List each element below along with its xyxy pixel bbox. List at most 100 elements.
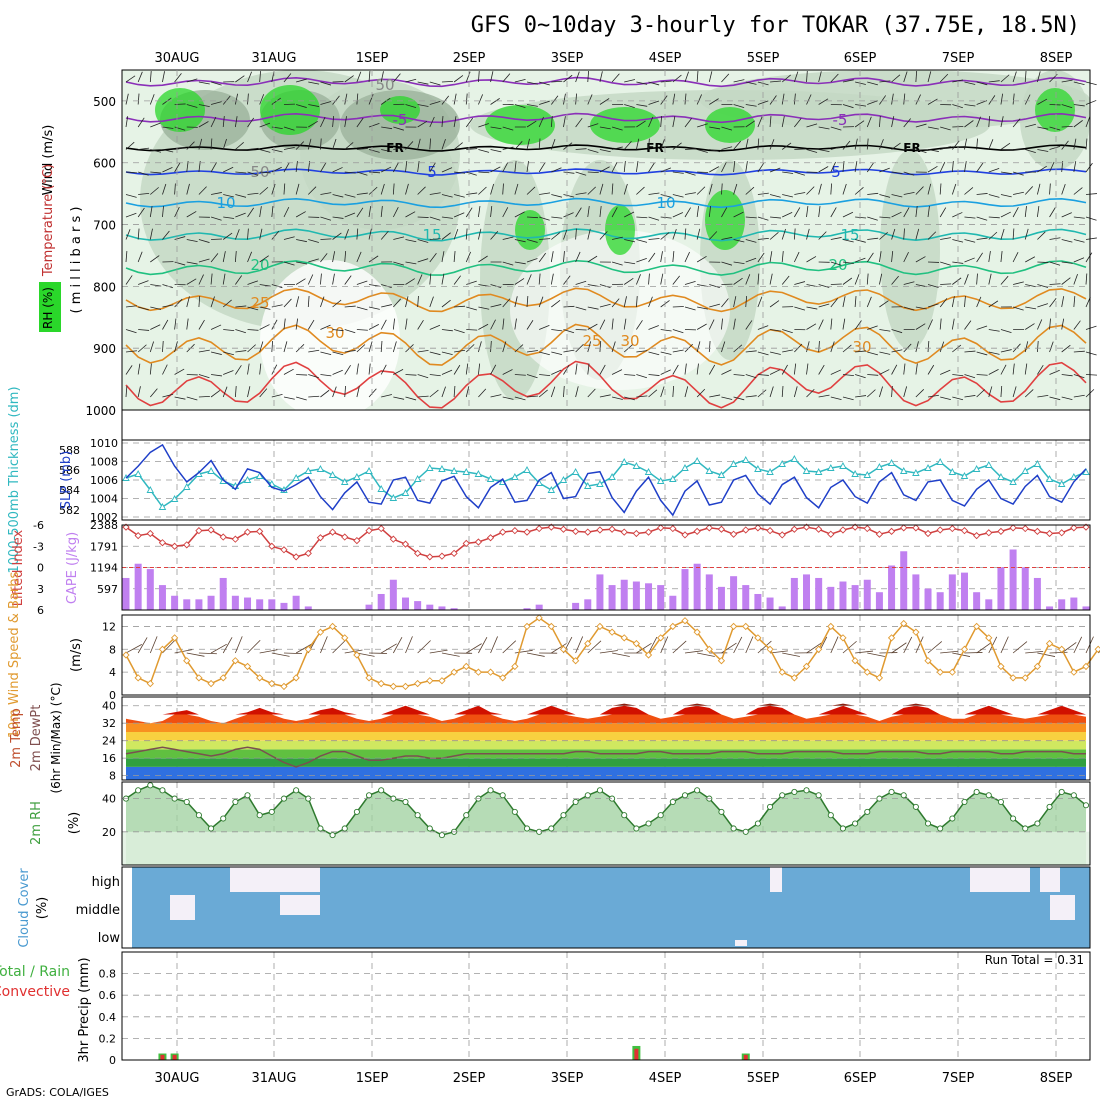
wind-barb (1073, 216, 1085, 219)
wind-barb (563, 74, 573, 83)
precip-convective-bar (743, 1054, 748, 1060)
wind-barb (466, 280, 477, 285)
wind-barb (453, 364, 461, 375)
wind-barb (879, 273, 883, 285)
wind-barb (769, 95, 777, 105)
wind-barb (295, 296, 300, 308)
wind-speed-line-point (875, 674, 884, 682)
wind-barb (538, 116, 544, 128)
surface-wind-barb (466, 643, 482, 654)
wind-barb (733, 318, 736, 330)
wind-barb (964, 187, 974, 195)
top-x-label: 8SEP (1040, 51, 1073, 66)
wind-barb (951, 318, 955, 330)
wind-barb (903, 118, 911, 128)
lifted-index-line-point (839, 526, 847, 534)
lifted-index-line-point (559, 525, 568, 533)
wind-barb (198, 319, 205, 330)
wind-barb (332, 299, 342, 308)
li-tick-label: 3 (37, 583, 44, 596)
lifted-index-line-point (669, 524, 677, 533)
rh2m-line-point (839, 825, 847, 832)
thickness-line-point (985, 461, 993, 468)
thickness-line-point (243, 476, 252, 483)
wind-barb (697, 149, 708, 153)
wind-barb (283, 368, 294, 375)
wind-barb (283, 396, 295, 400)
wind-barb (672, 251, 675, 263)
wind-barb (137, 386, 141, 398)
wind-barb (369, 171, 381, 174)
wind-barb (1085, 216, 1097, 221)
wind-barb (976, 237, 988, 240)
wind-barb (502, 236, 514, 240)
contour-label: 25 (250, 294, 269, 312)
wind-barb (453, 75, 464, 83)
wind-barb (295, 211, 306, 218)
cloud-clear-patch (1050, 895, 1075, 920)
wind-barb (635, 161, 639, 173)
wind-barb (1012, 386, 1017, 398)
wind-barb (380, 319, 387, 330)
wind-barb (392, 162, 399, 173)
wind-barb (624, 79, 636, 83)
wind-barb (502, 207, 509, 218)
isotherm-line (125, 197, 1087, 209)
wind-barb (186, 183, 190, 195)
wind-barb (174, 298, 183, 308)
wind-barb (988, 194, 1000, 198)
cape-bar (171, 595, 179, 610)
cloud-clear-patch (280, 895, 320, 915)
wind-barb (623, 318, 627, 330)
wind-barb (599, 206, 602, 218)
cape-bar (122, 577, 130, 610)
thickness-line-point (207, 467, 215, 474)
lifted-index-line-point (1070, 524, 1078, 532)
cape-bar (888, 565, 896, 610)
thickness-line-point (255, 472, 264, 479)
wind-barb (550, 116, 553, 128)
wind-barb (575, 71, 580, 83)
wind-barb (137, 363, 141, 375)
wind-barb (125, 275, 133, 285)
wind-barb (138, 192, 150, 195)
wind-barb (915, 70, 918, 83)
rh2m-line-point (997, 798, 1004, 805)
wind-speed-line-point (900, 619, 908, 628)
surface-wind-barb (757, 640, 772, 654)
wind-barb (575, 93, 577, 105)
wind-barb (210, 351, 222, 355)
thickness-axis-label: 1000-500mb Thickness (dm) (7, 386, 22, 573)
wind-barb (368, 363, 371, 375)
wind-speed-line-point (341, 634, 349, 642)
surface-wind-barb (697, 652, 715, 657)
wind-barb (271, 230, 280, 240)
wind-barb (1000, 142, 1011, 150)
wind-barb (380, 340, 383, 353)
wind-barb (696, 94, 702, 105)
wind-barb (465, 344, 475, 353)
wind-speed-line-point (183, 657, 191, 665)
wind-barb (174, 73, 182, 83)
thickness-line-point (729, 460, 738, 467)
slp-tick-label: 1006 (90, 474, 118, 487)
rh2m-line-point (353, 808, 360, 815)
wind-barb (709, 231, 718, 240)
wind-barb (1013, 191, 1024, 195)
wind-barb (599, 231, 608, 240)
surface-wind-barb (174, 649, 193, 654)
wind-barb (624, 396, 635, 401)
wind-barb (1085, 162, 1093, 173)
wind-barb (952, 104, 963, 109)
wind-barb (356, 207, 364, 218)
rh-moist-region (155, 88, 205, 132)
wind-barb (223, 166, 234, 173)
rh2m-line-point (159, 787, 166, 794)
wind-speed-line-point (486, 668, 495, 676)
thickness-line-point (158, 503, 167, 510)
wind-barb (174, 341, 178, 353)
wind-barb (526, 216, 539, 219)
wind-speed-line-point (815, 645, 823, 653)
wind-barb (223, 370, 234, 375)
credit-text: GrADS: COLA/IGES (6, 1086, 109, 1099)
